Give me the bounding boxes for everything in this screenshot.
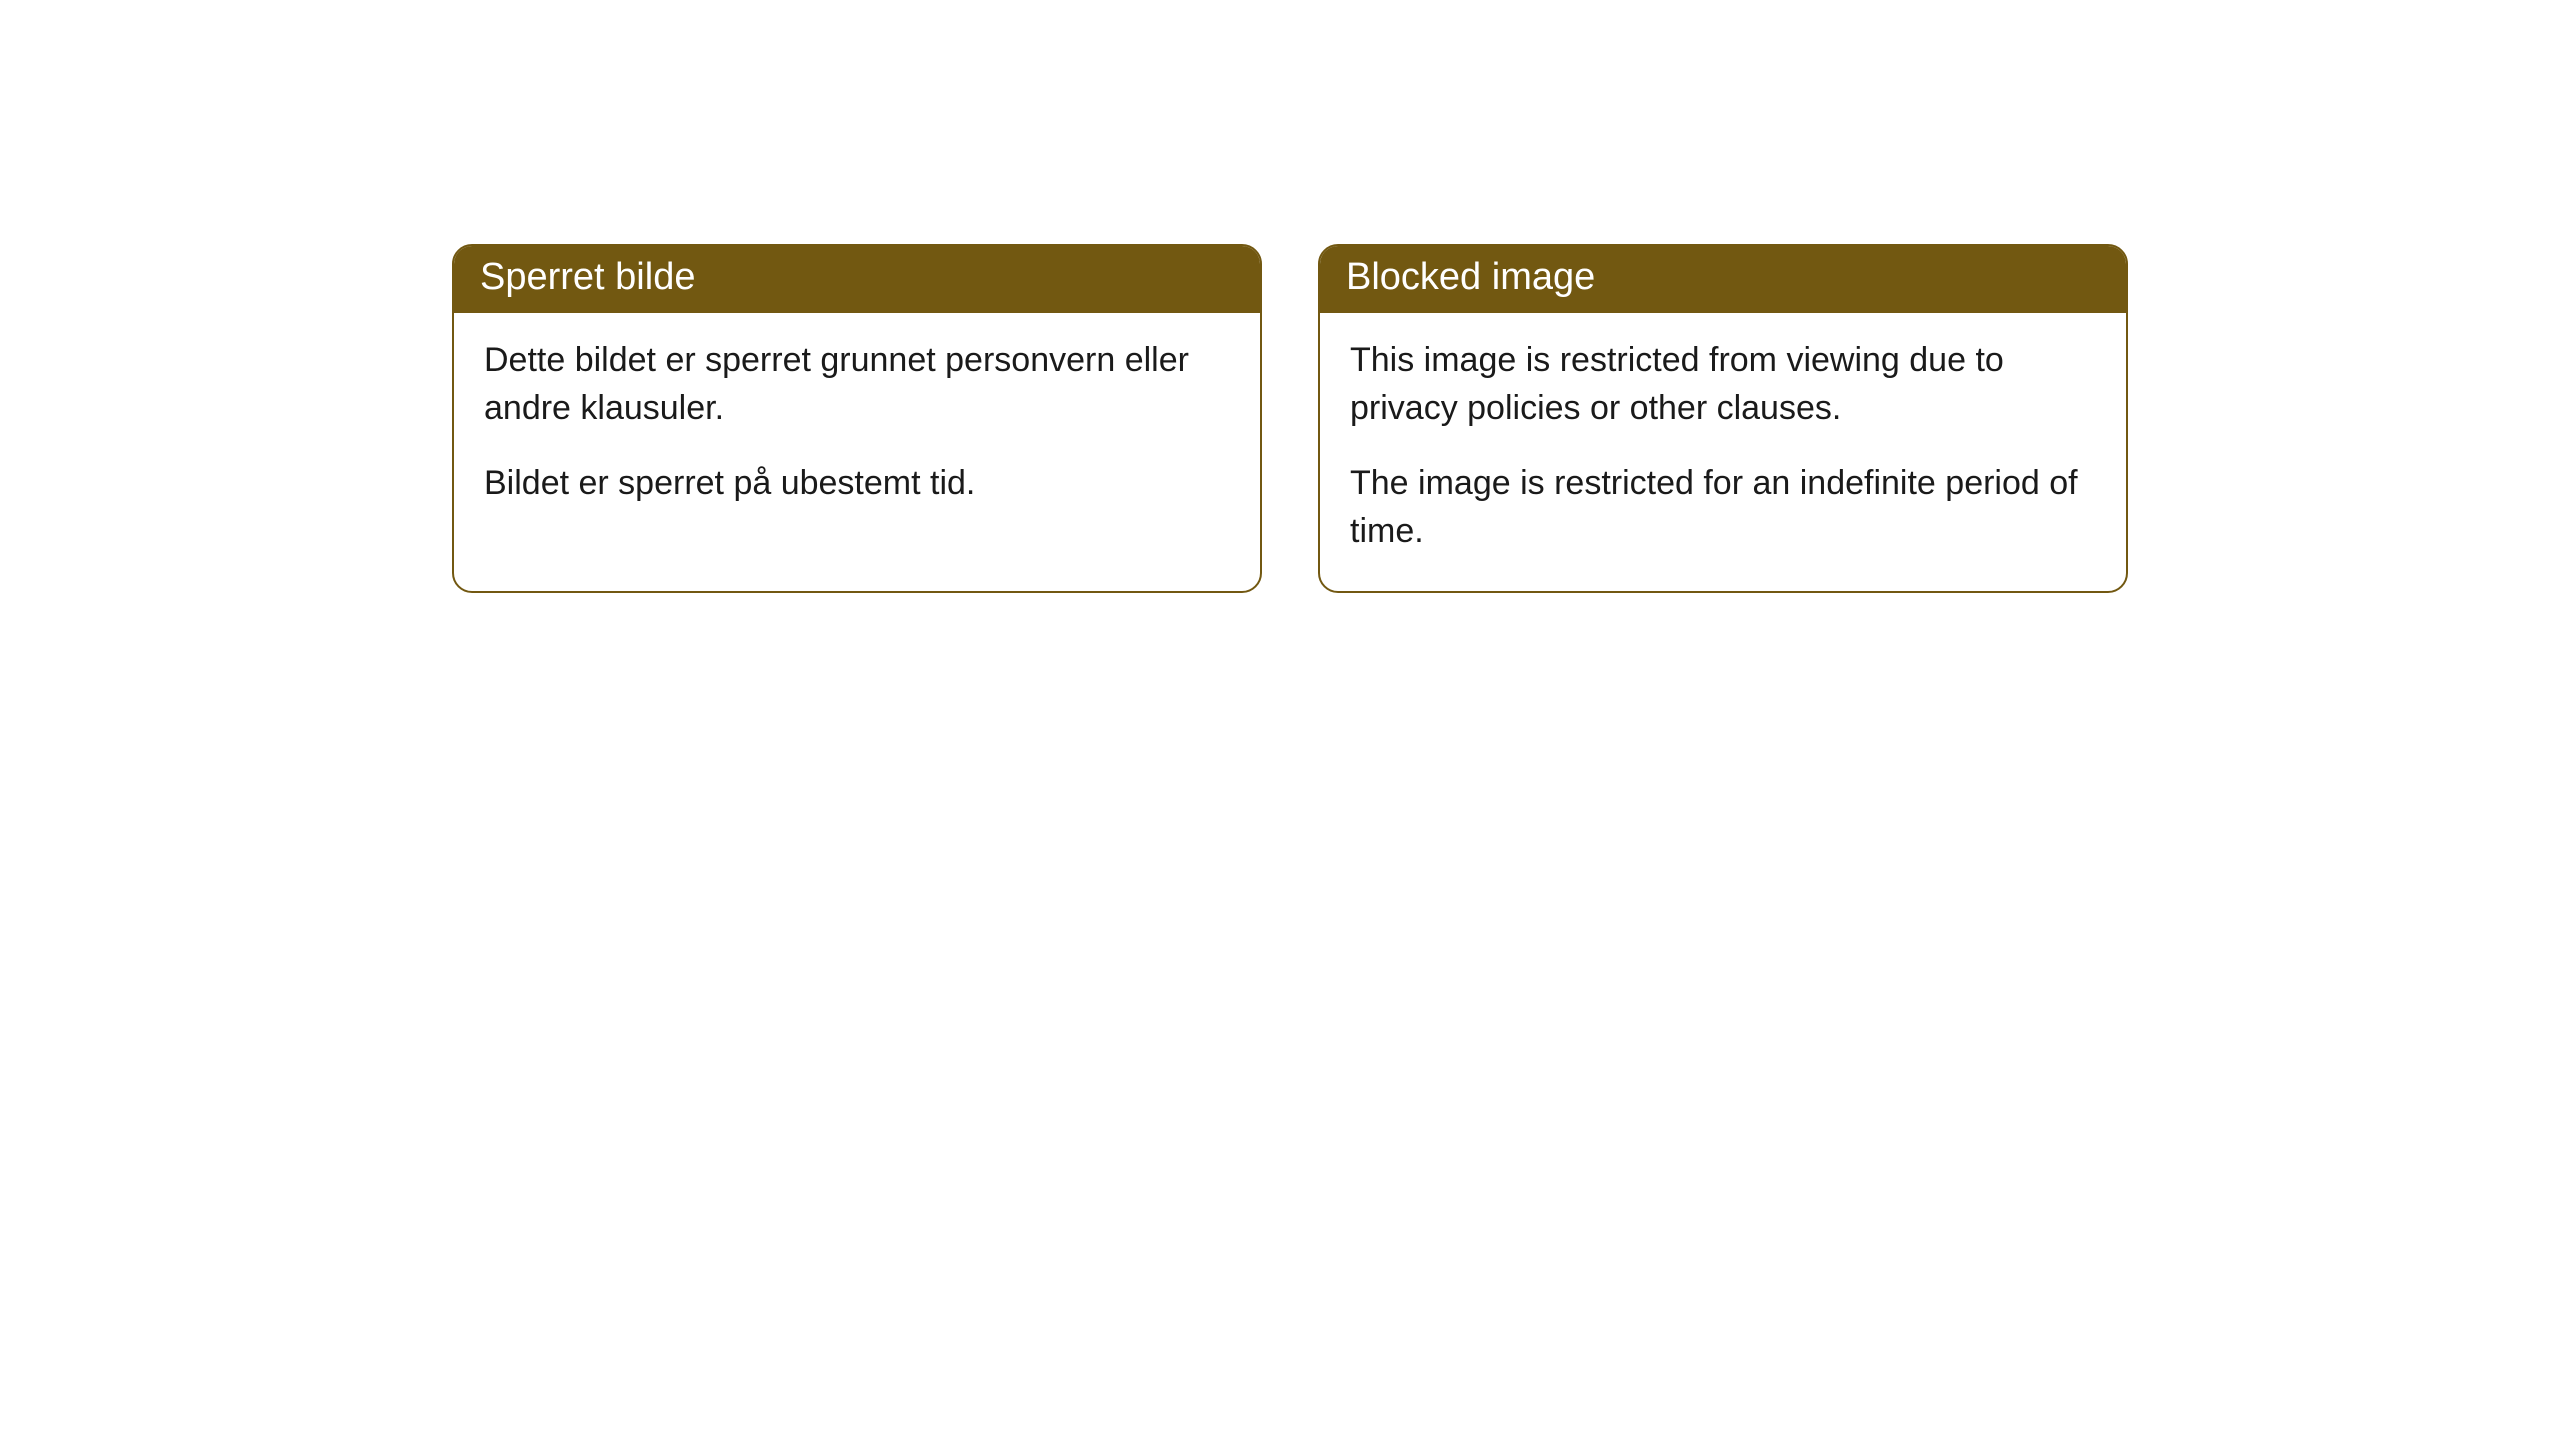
- blocked-image-card-norwegian: Sperret bilde Dette bildet er sperret gr…: [452, 244, 1262, 593]
- blocked-image-card-english: Blocked image This image is restricted f…: [1318, 244, 2128, 593]
- card-body-english: This image is restricted from viewing du…: [1320, 313, 2126, 591]
- card-text-paragraph: Bildet er sperret på ubestemt tid.: [484, 460, 1230, 508]
- card-container: Sperret bilde Dette bildet er sperret gr…: [0, 0, 2560, 593]
- card-text-paragraph: This image is restricted from viewing du…: [1350, 337, 2096, 432]
- card-header-english: Blocked image: [1320, 246, 2126, 313]
- card-body-norwegian: Dette bildet er sperret grunnet personve…: [454, 313, 1260, 544]
- card-header-norwegian: Sperret bilde: [454, 246, 1260, 313]
- card-text-paragraph: Dette bildet er sperret grunnet personve…: [484, 337, 1230, 432]
- card-text-paragraph: The image is restricted for an indefinit…: [1350, 460, 2096, 555]
